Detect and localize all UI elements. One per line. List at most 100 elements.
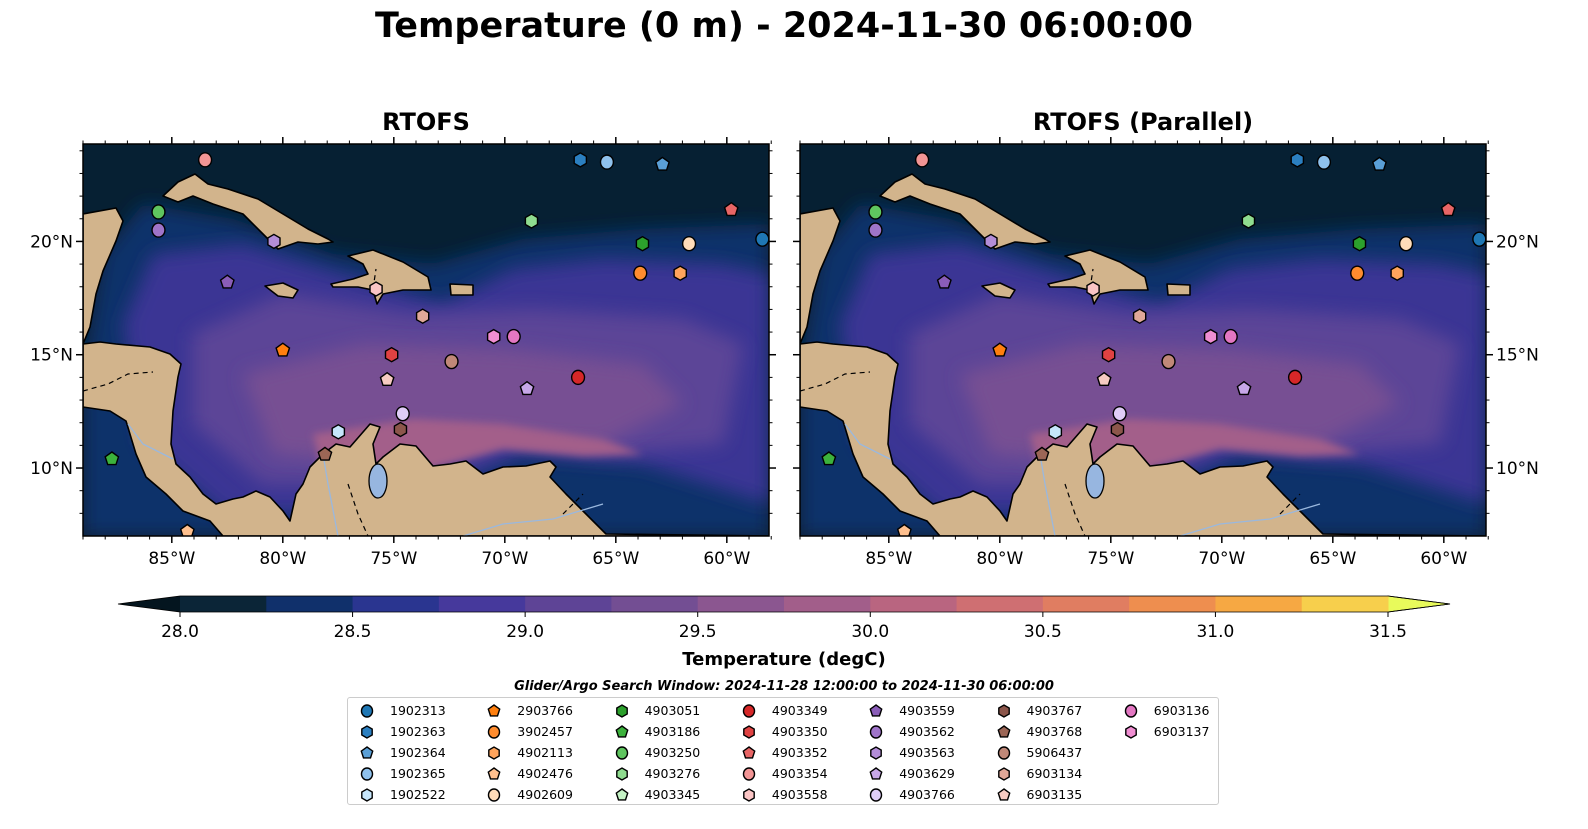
colorbar-bin [352, 596, 440, 612]
pentagon-marker-icon [487, 704, 501, 717]
legend-item-label: 4903629 [899, 766, 955, 781]
float-marker-1902364 [1371, 156, 1387, 171]
float-marker-4903559 [219, 274, 235, 289]
map-panel-rtofs: 85°W 80°W 75°W 70°W 65°W 60°W 10°N 15°N 20°N [30, 137, 776, 569]
float-marker-4903558 [1086, 281, 1100, 297]
x-tick-label: 80°W [976, 549, 1023, 569]
y-tick-label: 10°N [1496, 459, 1539, 479]
y-tick-label: 15°N [1496, 346, 1539, 366]
circle-marker-icon [869, 788, 883, 802]
hexagon-marker-icon [997, 704, 1010, 718]
float-marker-4903186 [104, 451, 120, 466]
pentagon-marker-icon [615, 788, 629, 801]
x-tick-label: 75°W [370, 549, 417, 569]
legend-item-label: 1902365 [390, 766, 446, 781]
legend-item-label: 4903562 [899, 724, 955, 739]
float-marker-4903051 [1352, 235, 1367, 252]
x-tick-label: 85°W [865, 549, 912, 569]
circle-marker-icon [997, 746, 1010, 760]
pentagon-marker-icon [869, 704, 883, 717]
legend-item-label: 4903350 [771, 724, 828, 739]
colorbar-bin [438, 596, 526, 612]
legend-item-label: 4903768 [1026, 724, 1083, 739]
float-marker-4903354 [197, 152, 213, 168]
colorbar-bin [870, 596, 958, 612]
legend-item-label: 5906437 [1026, 745, 1083, 760]
colorbar-bin [784, 596, 871, 612]
colorbar-tick-label: 29.5 [678, 622, 717, 642]
legend-item-label: 4903766 [899, 787, 955, 802]
float-marker-6903135 [1096, 371, 1112, 387]
y-tick-label: 10°N [30, 459, 73, 479]
circle-marker-icon [1124, 704, 1138, 718]
float-marker-4903767 [1110, 421, 1125, 438]
colorbar-bin [611, 596, 699, 612]
legend-item-label: 4903349 [771, 703, 828, 718]
hexagon-marker-icon [870, 746, 883, 760]
legend-item-label: 4903352 [771, 745, 828, 760]
float-marker-4903562 [151, 222, 166, 238]
pentagon-marker-icon [996, 788, 1011, 801]
x-tick-label: 60°W [1420, 549, 1467, 569]
float-marker-1902313 [755, 231, 769, 247]
float-marker-4903051 [635, 235, 650, 252]
legend-item-label: 4903354 [771, 766, 828, 781]
x-tick-label: 70°W [1198, 549, 1245, 569]
float-marker-5906437 [444, 353, 459, 370]
float-marker-1902522 [331, 423, 346, 440]
colorbar-tick-label: 30.0 [851, 622, 890, 642]
float-marker-4902113 [1390, 265, 1404, 282]
float-marker-4903349 [570, 369, 586, 386]
float-marker-4902609 [681, 235, 697, 252]
float-marker-4903559 [936, 274, 952, 289]
float-marker-3902457 [633, 265, 648, 281]
pentagon-marker-icon [742, 746, 756, 759]
legend-item-label: 4902113 [517, 745, 573, 760]
pentagon-marker-icon [487, 767, 501, 780]
float-marker-4902113 [673, 265, 687, 282]
float-marker-4903349 [1287, 369, 1303, 386]
map-frame [799, 143, 1487, 537]
float-marker-1902365 [1316, 154, 1332, 170]
legend-item-label: 6903135 [1026, 787, 1083, 802]
colorbar-tick-label: 29.0 [506, 622, 545, 642]
float-marker-6903135 [379, 371, 395, 387]
legend-item-label: 4903345 [644, 787, 701, 802]
legend-item-label: 4903250 [644, 745, 701, 760]
legend-item-label: 4903563 [899, 745, 955, 760]
float-marker-5906437 [1161, 353, 1176, 370]
legend-item-label: 6903137 [1153, 724, 1210, 739]
pentagon-marker-icon [996, 725, 1011, 738]
y-tick-label: 15°N [30, 346, 73, 366]
float-marker-1902363 [573, 152, 588, 168]
float-marker-6903137 [1203, 328, 1218, 345]
legend-item-label: 1902364 [390, 745, 446, 760]
legend-item-label: 6903136 [1153, 703, 1210, 718]
colorbar-tick-label: 28.0 [161, 622, 199, 642]
circle-marker-icon [742, 767, 756, 781]
map-panel-rtofs-parallel: 85°W 80°W 75°W 70°W 65°W 60°W 10°N 15°N 20°N [793, 137, 1539, 569]
legend-item-label: 4903051 [644, 703, 701, 718]
float-marker-1902365 [599, 154, 615, 170]
legend-item-label: 6903134 [1026, 766, 1083, 781]
float-marker-4903629 [1236, 380, 1252, 396]
float-marker-4903352 [723, 201, 739, 217]
map-background [83, 144, 769, 536]
float-marker-3902457 [1350, 265, 1365, 281]
circle-marker-icon [488, 788, 501, 802]
legend-item-label: 4903276 [644, 766, 701, 781]
float-marker-4903629 [519, 380, 535, 396]
colorbar-over-extend [1387, 595, 1451, 613]
colorbar-tick-label: 30.5 [1023, 622, 1062, 642]
float-marker-4903354 [914, 152, 930, 168]
colorbar-bin [697, 596, 785, 612]
colorbar-bin [525, 596, 612, 612]
legend-item-label: 4903767 [1026, 703, 1083, 718]
float-marker-4902609 [1398, 235, 1414, 252]
legend-item-label: 4902609 [517, 787, 573, 802]
legend-item-label: 4903558 [771, 787, 828, 802]
panel-title-rtofs-parallel: RTOFS (Parallel) [1032, 108, 1254, 136]
colorbar-bin [1129, 596, 1216, 612]
x-tick-label: 85°W [148, 549, 195, 569]
float-marker-2903766 [992, 342, 1008, 357]
